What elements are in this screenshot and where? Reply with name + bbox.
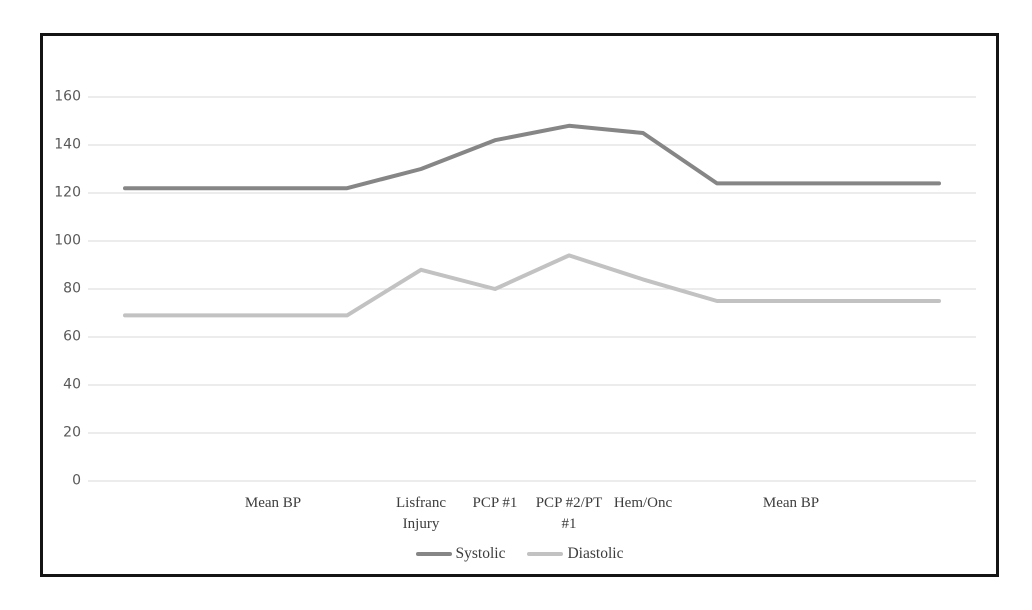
- x-axis-category-labels: Mean BP Lisfranc Injury PCP #1 PCP #2/PT #1…: [43, 36, 996, 574]
- y-tick-label-100: 100: [54, 232, 81, 249]
- category-label-6: PCP #2/PT #1: [535, 495, 603, 532]
- legend-item-systolic: Systolic: [415, 545, 506, 563]
- y-axis-tick-labels: 0 20 40 60 80 100 120 140 160: [43, 36, 996, 574]
- y-tick-label-160: 160: [54, 88, 81, 105]
- legend-label-systolic: Systolic: [455, 545, 506, 562]
- systolic-line-swatch-icon: [415, 552, 452, 556]
- legend-label-diastolic: Diastolic: [567, 545, 624, 562]
- category-label-9: Mean BP: [762, 495, 820, 511]
- legend-item-diastolic: Diastolic: [527, 545, 623, 563]
- diastolic-line-swatch-icon: [527, 552, 564, 556]
- y-tick-label-140: 140: [54, 136, 81, 153]
- y-tick-label-40: 40: [63, 376, 81, 393]
- category-label-5: PCP #1: [472, 495, 518, 511]
- y-tick-label-120: 120: [54, 184, 81, 201]
- category-label-2: Mean BP: [244, 495, 302, 511]
- chart-frame: 0 20 40 60 80 100 120 140 160 Mean BP Lisfranc In…: [40, 33, 999, 577]
- category-label-4: Lisfranc Injury: [396, 495, 446, 532]
- y-tick-label-20: 20: [63, 424, 81, 441]
- y-tick-label-0: 0: [72, 472, 81, 489]
- category-label-7: Hem/Onc: [613, 495, 673, 511]
- legend: Systolic Diastolic: [43, 543, 996, 565]
- y-tick-label-60: 60: [63, 328, 81, 345]
- y-tick-label-80: 80: [63, 280, 81, 297]
